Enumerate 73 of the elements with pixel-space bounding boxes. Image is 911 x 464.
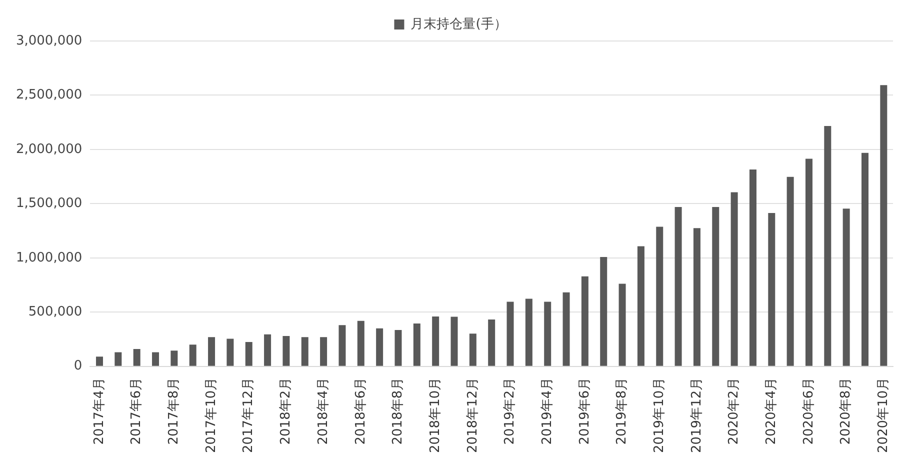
x-tick-label: 2020年6月 <box>801 377 816 445</box>
bar <box>264 334 272 366</box>
x-tick-label: 2018年8月 <box>390 377 406 445</box>
bar <box>525 298 532 366</box>
bar <box>413 324 420 366</box>
bar <box>562 292 570 366</box>
x-tick-label: 2017年4月 <box>92 377 107 445</box>
bar <box>114 352 122 366</box>
bar <box>618 284 626 366</box>
x-tick-label: 2018年10月 <box>428 377 443 454</box>
bar <box>226 338 234 366</box>
bar <box>768 213 776 366</box>
x-tick-label: 2017年10月 <box>204 377 219 454</box>
x-tick-label: 2017年8月 <box>166 377 182 445</box>
bar <box>133 349 140 366</box>
bar <box>674 207 682 366</box>
bar <box>712 207 720 366</box>
bar <box>656 226 664 366</box>
y-tick-label: 1,500,000 <box>16 196 82 212</box>
x-tick-label: 2020年4月 <box>764 377 780 445</box>
bar <box>394 330 402 366</box>
bar <box>245 342 252 366</box>
x-tick-label: 2019年4月 <box>540 377 555 445</box>
bar <box>506 302 514 366</box>
bar <box>805 158 812 366</box>
bar <box>861 152 868 366</box>
y-tick-label: 0 <box>74 358 82 374</box>
bar <box>432 316 440 366</box>
bar <box>376 328 384 366</box>
bar <box>786 176 794 366</box>
bar <box>189 344 196 366</box>
x-tick-label: 2018年6月 <box>353 377 368 445</box>
x-tick-label: 2019年8月 <box>614 377 630 445</box>
y-tick-label: 500,000 <box>28 304 82 320</box>
bar <box>170 350 178 366</box>
x-tick-label: 2018年4月 <box>316 377 331 445</box>
bar <box>693 228 700 366</box>
x-tick-label: 2020年8月 <box>838 377 854 445</box>
x-tick-label: 2018年12月 <box>465 377 480 454</box>
bar <box>338 325 346 366</box>
x-tick-label: 2019年2月 <box>502 377 518 445</box>
y-tick-label: 2,000,000 <box>16 142 82 157</box>
bar <box>469 334 476 366</box>
legend-label: 月末持仓量(手） <box>410 16 507 32</box>
bar <box>450 316 458 366</box>
x-tick-label: 2018年2月 <box>278 377 294 445</box>
bar <box>581 276 588 366</box>
bar <box>96 356 103 366</box>
bar <box>282 336 290 366</box>
y-tick-label: 1,000,000 <box>16 250 82 266</box>
bar <box>488 320 496 366</box>
bar <box>600 256 608 366</box>
bar <box>730 192 738 366</box>
bar <box>842 208 850 366</box>
y-tick-label: 3,000,000 <box>16 33 82 48</box>
x-tick-label: 2019年12月 <box>689 377 704 454</box>
bar <box>320 337 328 366</box>
x-tick-label: 2020年2月 <box>726 377 742 445</box>
x-tick-label: 2020年10月 <box>876 377 892 454</box>
bar <box>880 85 888 366</box>
bar <box>301 337 308 366</box>
y-tick-label: 2,500,000 <box>16 88 82 103</box>
x-tick-label: 2017年6月 <box>129 377 144 445</box>
x-tick-label: 2017年12月 <box>241 377 256 454</box>
bar <box>637 246 644 366</box>
bar <box>357 320 364 366</box>
x-tick-label: 2019年10月 <box>652 377 667 454</box>
bar <box>749 170 756 366</box>
x-tick-label: 2019年6月 <box>577 377 592 445</box>
bar <box>208 337 216 366</box>
bar <box>544 302 552 366</box>
bar <box>152 352 160 366</box>
bar <box>824 126 832 366</box>
